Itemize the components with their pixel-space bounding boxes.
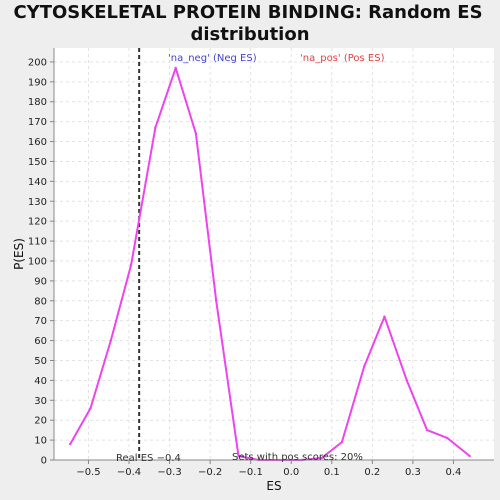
data-point	[109, 339, 112, 342]
data-point	[194, 132, 198, 135]
y-tick-label: 180	[28, 97, 47, 108]
data-point	[468, 454, 471, 458]
chart-title-line-2: distribution	[190, 24, 309, 45]
legend-neg-es: 'na_neg' (Neg ES)	[168, 53, 257, 64]
y-tick-label: 100	[28, 256, 47, 267]
y-tick-label: 60	[34, 336, 47, 347]
y-tick-label: 110	[28, 237, 47, 248]
data-point	[446, 436, 449, 440]
x-tick-label: −0.3	[157, 467, 181, 478]
y-axis-label: P(ES)	[12, 238, 26, 270]
data-point	[215, 299, 218, 302]
data-point	[383, 315, 386, 318]
x-tick-label: −0.1	[239, 467, 263, 478]
axes	[50, 48, 494, 464]
data-point	[405, 379, 409, 382]
y-tick-label: 200	[28, 57, 47, 68]
y-tick-label: 140	[28, 177, 47, 188]
legend-pos-es: 'na_pos' (Pos ES)	[300, 53, 385, 64]
y-tick-label: 0	[41, 456, 47, 467]
pos-scores-annotation: Sets with pos scores: 20%	[232, 452, 363, 463]
x-tick-label: −0.4	[117, 467, 141, 478]
chart-title-line-1: CYTOSKELETAL PROTEIN BINDING: Random ES	[13, 2, 482, 23]
plot-area	[54, 48, 494, 460]
real-es-annotation: Real ES −0.4	[116, 453, 181, 464]
x-axis-label: ES	[266, 479, 281, 493]
y-tick-label: 40	[34, 376, 47, 387]
y-tick-label: 50	[34, 356, 47, 367]
data-point	[154, 126, 157, 129]
data-point	[363, 365, 366, 368]
y-tick-label: 90	[34, 276, 47, 287]
x-tick-label: 0.3	[405, 467, 421, 478]
data-point	[129, 263, 133, 267]
x-tick-label: 0.2	[364, 467, 380, 478]
data-point	[320, 456, 323, 460]
data-point	[340, 440, 344, 444]
data-point	[89, 407, 92, 410]
x-tick-label: 0.4	[445, 467, 461, 478]
y-tick-label: 120	[28, 217, 47, 228]
y-tick-label: 70	[34, 316, 47, 327]
data-point	[237, 454, 240, 458]
x-tick-label: −0.2	[198, 467, 222, 478]
data-point	[174, 66, 177, 70]
tick-labels: 0 10 20 30 40 50 60 70 80 90 100 110 120 130 140 150 160…	[28, 57, 461, 478]
data-point	[425, 428, 429, 432]
y-tick-label: 170	[28, 117, 47, 128]
y-tick-label: 20	[34, 416, 47, 427]
y-tick-label: 10	[34, 436, 47, 447]
x-tick-label: −0.5	[76, 467, 100, 478]
y-tick-label: 130	[28, 197, 47, 208]
y-tick-label: 30	[34, 396, 47, 407]
y-tick-label: 160	[28, 137, 47, 148]
y-tick-label: 150	[28, 157, 47, 168]
y-tick-label: 80	[34, 296, 47, 307]
x-tick-label: 0.0	[283, 467, 299, 478]
data-point	[69, 442, 72, 446]
x-tick-label: 0.1	[324, 467, 340, 478]
y-tick-label: 190	[28, 77, 47, 88]
